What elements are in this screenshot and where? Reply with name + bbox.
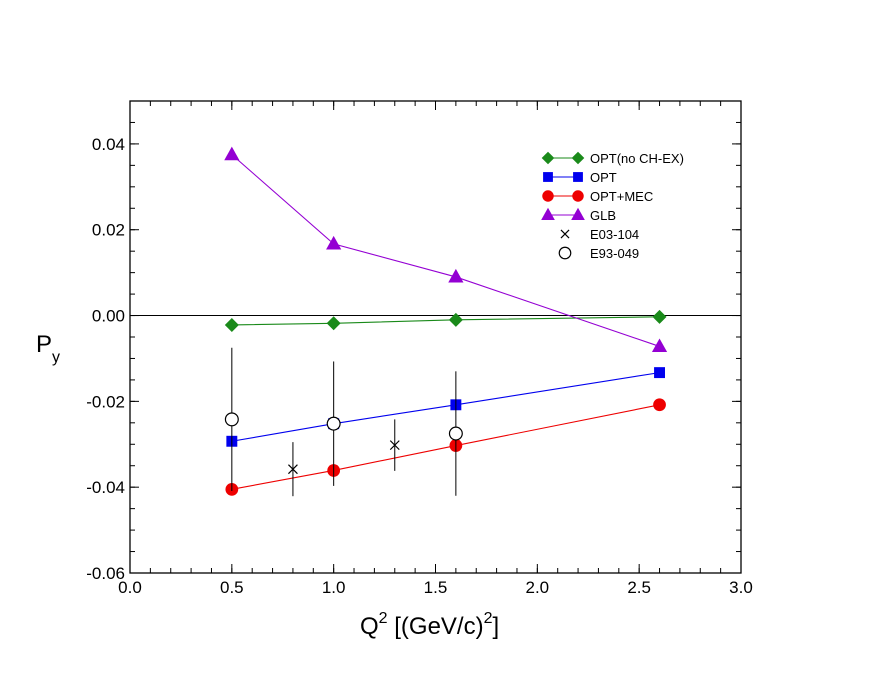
data-point (651, 338, 668, 353)
series-opt-no-ch-ex (224, 309, 667, 332)
legend-label: OPT+MEC (590, 189, 653, 204)
legend-label: E93-049 (590, 246, 639, 261)
data-point (224, 146, 240, 161)
legend-marker (571, 207, 585, 221)
data-point (389, 440, 400, 451)
data-point (654, 367, 665, 379)
series-line (231, 316, 660, 326)
x-tick-label: 2.5 (627, 578, 651, 597)
legend-marker (541, 151, 555, 165)
data-point (326, 235, 342, 250)
series-line (231, 154, 660, 347)
series-opt-mec (225, 398, 666, 496)
series-opt (226, 367, 665, 447)
legend-label: E03-104 (590, 227, 639, 242)
x-tick-label: 1.5 (424, 578, 448, 597)
data-point (652, 309, 667, 324)
series-e03-104 (288, 419, 400, 497)
y-tick-label: 0.04 (92, 135, 125, 154)
series-line (231, 404, 660, 490)
legend-marker (558, 246, 572, 260)
data-point (288, 464, 298, 475)
x-tick-label: 2.0 (526, 578, 550, 597)
data-point (448, 268, 464, 283)
legend-marker (560, 229, 570, 239)
legend-entry: OPT (543, 170, 617, 185)
data-point (224, 412, 239, 427)
data-point (326, 416, 341, 431)
data-point (326, 316, 341, 331)
y-axis-title: Py (36, 331, 60, 366)
legend-label: GLB (590, 208, 616, 223)
legend-marker (571, 151, 585, 165)
x-axis-title-unit-sup: 2 (484, 610, 493, 627)
x-axis-title-base: Q (360, 613, 379, 640)
x-tick-label: 1.0 (322, 578, 346, 597)
legend-marker (543, 172, 553, 182)
data-point (653, 398, 666, 412)
plot-frame (129, 100, 742, 574)
y-axis-title-sub: y (52, 349, 60, 366)
x-axis-title-unit-open: [(GeV/c) (388, 613, 484, 640)
y-tick-label: -0.04 (86, 478, 125, 497)
legend-entry: E03-104 (560, 227, 639, 242)
data-point (448, 426, 463, 441)
legend-marker (573, 172, 583, 182)
legend-entry: OPT(no CH-EX) (541, 151, 684, 166)
x-tick-label: 0.0 (118, 578, 142, 597)
series-glb (224, 146, 668, 353)
legend-entry: E93-049 (558, 246, 639, 261)
y-tick-label: 0.00 (92, 307, 125, 326)
legend-entry: GLB (541, 207, 616, 223)
legend-marker (541, 207, 555, 221)
x-tick-label: 3.0 (729, 578, 753, 597)
x-tick-label: 0.5 (220, 578, 244, 597)
legend-entry: OPT+MEC (542, 189, 653, 204)
legend-label: OPT(no CH-EX) (590, 151, 684, 166)
x-axis-title: Q2 [(GeV/c)2] (360, 610, 499, 640)
y-tick-label: -0.02 (86, 392, 125, 411)
y-tick-label: -0.06 (86, 564, 125, 583)
data-point (448, 312, 463, 327)
series-line (231, 372, 660, 442)
legend-marker (542, 190, 554, 202)
y-axis-title-base: P (36, 331, 52, 358)
y-tick-label: 0.02 (92, 221, 125, 240)
x-axis-title-unit-close: ] (493, 613, 500, 640)
legend-marker (572, 190, 584, 202)
series-e93-049 (224, 347, 463, 496)
legend-label: OPT (590, 170, 617, 185)
x-axis-title-sup: 2 (379, 610, 388, 627)
data-point (224, 317, 239, 332)
